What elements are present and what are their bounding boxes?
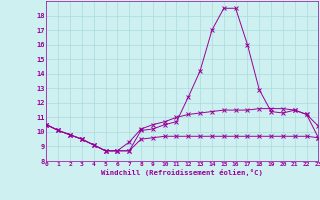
X-axis label: Windchill (Refroidissement éolien,°C): Windchill (Refroidissement éolien,°C): [101, 169, 263, 176]
